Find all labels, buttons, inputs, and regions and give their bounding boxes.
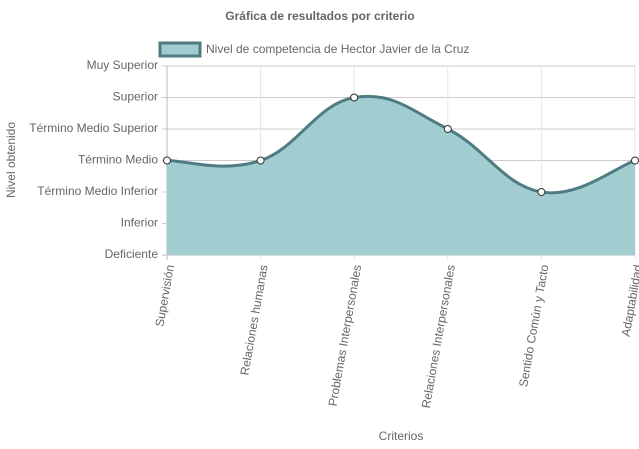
point	[350, 93, 359, 102]
point	[163, 156, 171, 165]
y-tick-label: Término Medio	[78, 153, 158, 167]
point	[256, 156, 265, 165]
point	[443, 125, 452, 133]
x-tick-label: Relaciones humanas	[237, 264, 270, 377]
x-tick-label: Adaptabilidad	[619, 264, 639, 338]
point	[631, 156, 639, 165]
y-tick-label: Deficiente	[105, 247, 159, 261]
legend-label: Nivel de competencia de Hector Javier de…	[206, 42, 469, 56]
y-tick-label: Término Medio Superior	[29, 121, 158, 135]
point	[537, 188, 546, 196]
y-tick-label: Muy Superior	[87, 58, 158, 72]
y-axis-title: Nivel obtenido	[4, 122, 18, 198]
y-tick-label: Término Medio Inferior	[37, 184, 158, 198]
area	[167, 96, 635, 255]
x-tick-label: Relaciones Interpersonales	[419, 264, 458, 410]
x-tick-label: Problemas Interpersonales	[326, 264, 365, 408]
legend-swatch	[158, 41, 202, 58]
x-axis-title: Criterios	[379, 429, 424, 443]
x-tick-label: Supervisión	[152, 264, 177, 328]
y-tick-label: Superior	[113, 90, 158, 104]
y-tick-label: Inferior	[121, 216, 158, 230]
chart-title: Gráfica de resultados por criterio	[225, 9, 414, 23]
x-tick-label: Sentido Común y Tacto	[516, 263, 551, 388]
